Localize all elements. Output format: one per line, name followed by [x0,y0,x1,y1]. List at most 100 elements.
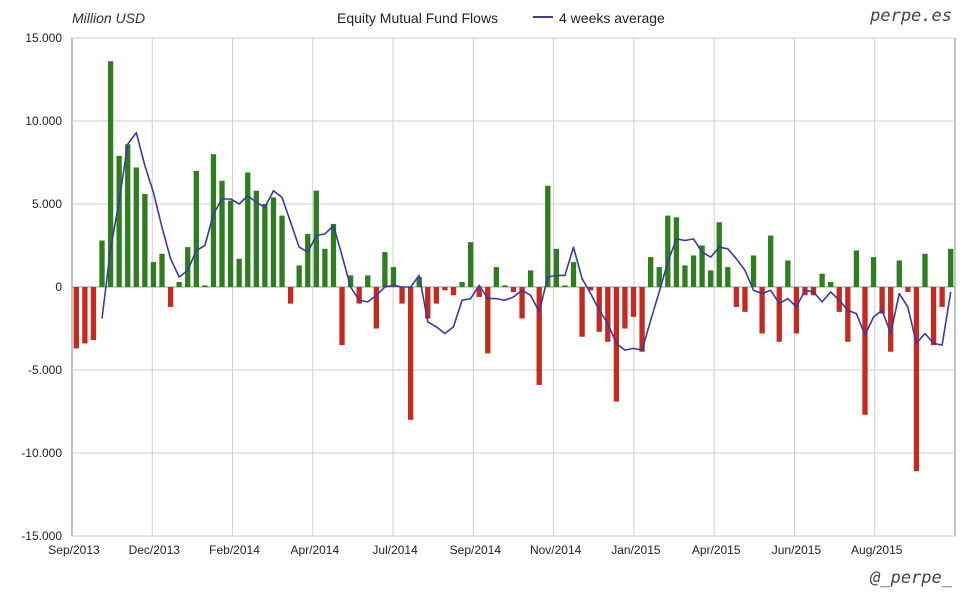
flow-bar [185,247,191,287]
flow-bar [922,253,928,287]
x-tick-label: Apr/2014 [290,543,339,557]
flow-bar [527,270,534,287]
flow-bar [930,287,937,346]
flow-bar [690,255,697,287]
flow-bar [373,287,379,329]
flow-bar [167,287,174,307]
flow-bar [330,223,337,287]
flow-bar [219,180,225,287]
axis-layer: 15.00010.0005.0000-5.000-10.000-15.000Se… [21,31,902,557]
flow-bar [365,275,371,287]
flow-bar [870,257,877,287]
flow-bar [390,267,397,287]
line-layer [101,131,952,351]
flow-bar [253,190,259,287]
flow-bar [570,262,577,287]
flow-bar [433,287,440,304]
flow-bar [82,287,88,344]
flow-bar [810,287,817,296]
bar-layer [73,61,954,472]
flow-bar [750,255,757,287]
flow-bar [536,287,542,385]
flow-bar [425,287,431,319]
flow-bar [262,204,268,287]
flow-bar [502,285,508,287]
flow-bar [442,287,448,291]
flow-bar [656,267,662,287]
flow-bar [459,282,465,287]
flow-bar [485,287,491,354]
flow-bar [202,285,208,287]
flow-bar [879,287,885,314]
flow-bar [639,287,645,352]
flow-bar [227,200,234,287]
flow-bar [296,265,302,287]
flow-bar [313,190,319,287]
flow-bar [545,185,551,287]
flow-bar [768,235,774,287]
flow-bar [793,287,800,334]
flow-bar [476,287,482,297]
flow-bar [356,287,362,304]
flow-bar [159,253,165,287]
flow-bar [287,287,294,304]
flow-bar [708,270,714,287]
flow-bar [322,248,328,287]
y-tick-label: 15.000 [25,31,62,45]
flow-bar [622,287,628,329]
y-tick-label: 5.000 [32,197,62,211]
legend-line-swatch [533,16,553,19]
flow-bar [467,242,474,287]
flow-bar [939,287,945,307]
flow-bar [853,250,860,287]
flow-bar [510,287,517,292]
flow-bar [845,287,851,342]
flow-bar [193,170,199,287]
flow-bar [828,282,834,287]
average-line [101,131,952,351]
x-tick-label: Feb/2014 [209,543,260,557]
y-axis-unit-label: Million USD [72,10,146,26]
y-tick-label: -15.000 [21,529,62,543]
y-tick-label: -10.000 [21,446,62,460]
flow-bar [630,287,637,317]
flow-bar [896,260,902,287]
flow-bar [150,262,157,287]
flow-bar [125,144,131,287]
flow-bar [493,267,500,287]
flow-bar [725,267,731,287]
chart-title: Equity Mutual Fund Flows [337,10,499,26]
x-tick-label: Dec/2013 [129,543,181,557]
flow-bar [742,287,748,312]
flow-bar [913,287,920,472]
brand-watermark-top: perpe.es [870,6,952,26]
flow-bar [382,252,388,287]
x-tick-label: Jul/2014 [372,543,418,557]
flow-bar [107,61,114,287]
flow-bar [73,287,79,349]
flow-bar [682,265,688,287]
brand-watermark-bottom: @_perpe_ [870,568,952,588]
x-tick-label: Jan/2015 [611,543,661,557]
flow-bar [210,154,217,287]
flow-bar [99,240,105,287]
flow-bar [399,287,405,304]
y-tick-label: 0 [55,280,62,294]
flow-bar [142,194,148,287]
x-tick-label: Sep/2013 [48,543,100,557]
flow-bar [733,287,740,307]
flow-bar [416,277,422,287]
flow-bar [279,215,285,287]
flow-bar [347,275,354,287]
flow-bar [553,248,560,287]
legend-label: 4 weeks average [559,10,665,26]
flow-bar [587,287,594,291]
flow-bar [673,217,680,287]
flow-bar [905,287,911,292]
flow-bar [245,172,251,287]
x-tick-label: Sep/2014 [450,543,502,557]
y-tick-label: -5.000 [28,363,62,377]
x-tick-label: Jun/2015 [772,543,822,557]
